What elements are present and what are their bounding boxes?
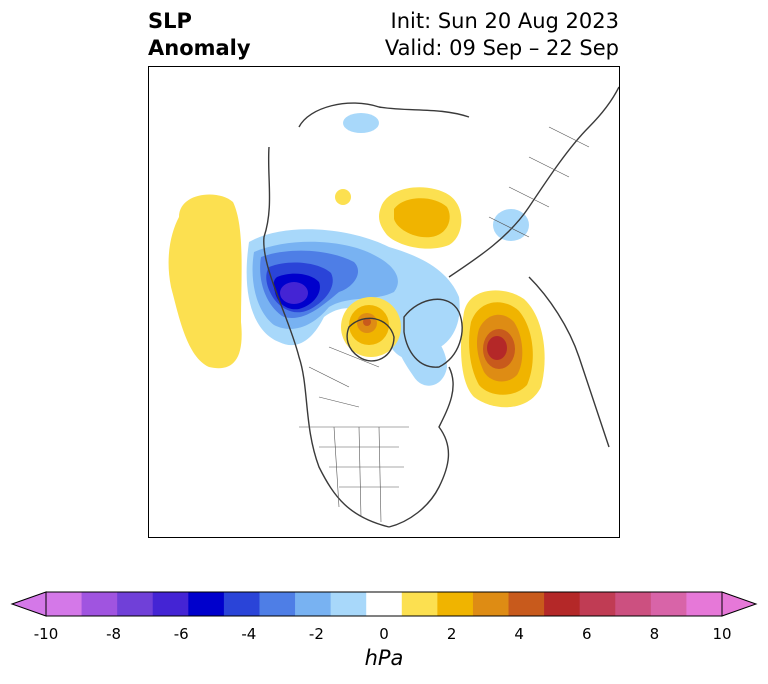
colorbar-tick-label: 0 [379,625,389,643]
map-title: SLP Anomaly [148,8,251,62]
colorbar-segment [330,592,367,616]
map-panel [148,66,620,538]
arctic-islands [298,102,470,128]
colorbar-segment [366,592,403,616]
colorbar-tick-label: -6 [173,625,189,643]
colorbar-extend-low [10,591,47,617]
colorbar-segment [472,592,510,616]
valid-range: Valid: 09 Sep – 22 Sep [384,36,619,60]
colorbar-segment [152,592,189,616]
colorbar-tick-label: -10 [33,625,59,643]
colorbar-tick-label: 8 [649,625,660,643]
greenland [403,298,463,368]
colorbar-segment [223,592,260,616]
north-america-east-coast [388,366,454,528]
colorbar-segment [544,592,581,616]
colorbar-segment [46,592,83,616]
colorbar-segment [650,592,687,616]
europe-coast [528,276,610,448]
colorbar-tick-label: 2 [446,625,457,643]
init-date: Init: Sun 20 Aug 2023 [390,9,619,33]
colorbar-segment [401,592,438,616]
colorbar [10,591,758,617]
colorbar-segment [81,592,118,616]
north-america-west-coast [263,146,390,528]
greenland-neg-patch [395,322,447,386]
colorbar-segment [437,592,474,616]
us-states-grid-1 [319,446,404,488]
coastlines [263,86,619,528]
small-pos-patch [335,189,351,205]
atlantic-high-core [487,336,507,360]
colorbar-segment [686,592,723,616]
us-states-grid-2 [333,426,382,523]
hudson-bay [346,317,395,362]
colorbar-segment [615,592,652,616]
colorbar-tick-label: 10 [712,625,732,643]
title-line-2: Anomaly [148,36,251,60]
colorbar-tick-label: 4 [514,625,524,643]
anomaly-shading [168,113,545,408]
colorbar-segment [579,592,616,616]
siberian-neg-patch [493,209,529,241]
arctic-neg-patch [343,113,379,133]
hudson-high-core [363,318,371,326]
title-line-1: SLP [148,9,192,33]
colorbar-segment [188,592,225,616]
colorbar-segment [117,592,154,616]
country-borders [299,126,590,523]
colorbar-segment [295,592,332,616]
colorbar-tick-label: 6 [582,625,592,643]
eurasia-coast [448,86,619,278]
alaska-low-core [280,282,308,304]
eurasia-high-2 [394,198,450,238]
colorbar-segment [508,592,545,616]
canada-provinces [308,346,380,408]
colorbar-segment [259,592,296,616]
forecast-dates: Init: Sun 20 Aug 2023 Valid: 09 Sep – 22… [385,8,619,62]
colorbar-tick-label: -2 [308,625,324,643]
colorbar-tick-label: -8 [106,625,122,643]
eurasia-borders [488,126,590,238]
colorbar-extend-high [721,591,758,617]
colorbar-units: hPa [364,646,404,670]
colorbar-tick-label: -4 [241,625,257,643]
colorbar-outline [45,591,723,617]
ne-pacific-high-1 [168,194,242,369]
anomaly-map [168,86,619,528]
